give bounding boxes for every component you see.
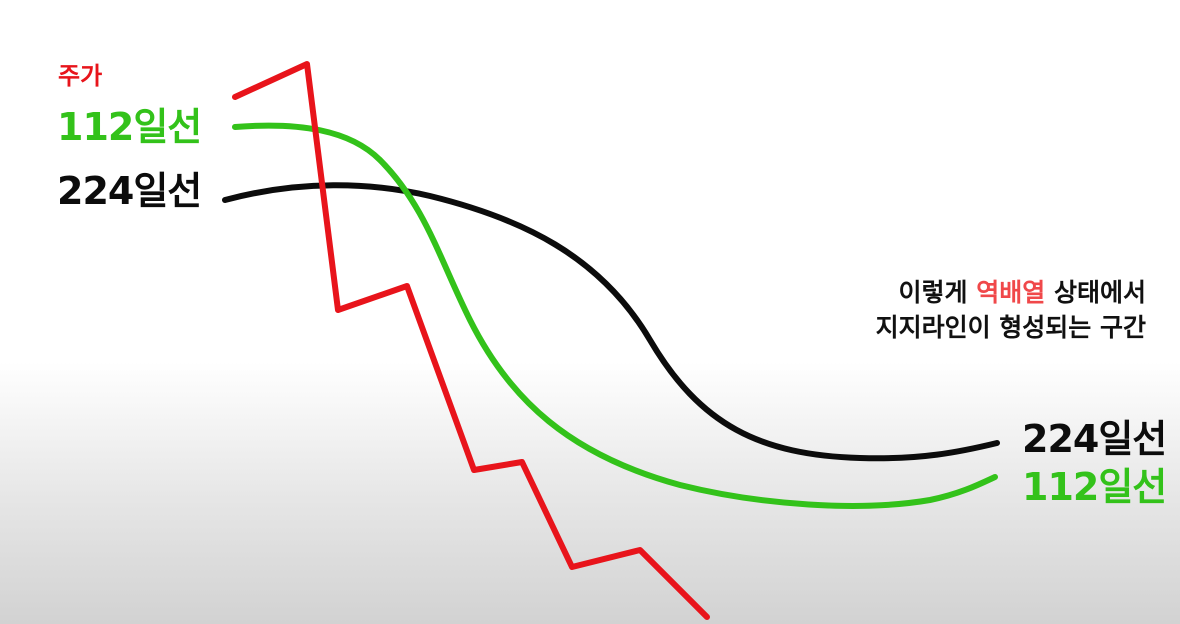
ma112-line [232, 122, 998, 509]
ma112-label-right: 112일선 [1022, 465, 1167, 509]
caption-line1-after: 상태에서 [1045, 278, 1146, 307]
ma112-label-left: 112일선 [57, 105, 202, 149]
caption-text: 이렇게 역배열 상태에서 지지라인이 형성되는 구간 [876, 275, 1146, 345]
caption-line-2: 지지라인이 형성되는 구간 [875, 313, 1146, 342]
price-label: 주가 [58, 62, 103, 90]
caption-line-1: 이렇게 역배열 상태에서 [876, 275, 1146, 310]
price-line [232, 61, 710, 620]
reverse-alignment-highlight: 역배열 [976, 278, 1046, 307]
ma224-label-right: 224일선 [1022, 417, 1167, 461]
ma224-label-left: 224일선 [57, 169, 202, 213]
ma224-line [222, 182, 1000, 462]
caption-line1-before: 이렇게 [898, 278, 977, 307]
